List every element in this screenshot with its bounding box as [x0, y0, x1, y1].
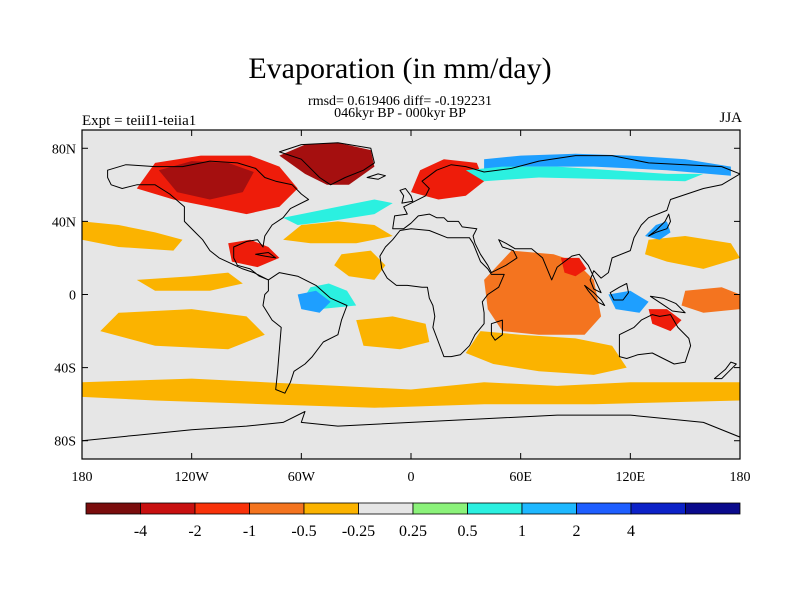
coastline-madagascar — [490, 319, 503, 341]
coastline-south-america — [262, 272, 348, 394]
colorbar-swatch — [249, 502, 305, 515]
coastline-north-america — [107, 160, 310, 281]
colorbar-label: 2 — [573, 523, 581, 540]
region-australia-north-dry — [648, 309, 682, 332]
colorbar-swatch — [194, 502, 250, 515]
colorbar-label: -1 — [243, 523, 256, 540]
region-caribbean-dry — [228, 239, 280, 268]
lon-tick-label: 60W — [288, 470, 316, 485]
coastline-eurasia — [392, 155, 740, 294]
chart-title: Evaporation (in mm/day) — [248, 52, 552, 85]
colorbar-swatch — [467, 502, 523, 515]
period-line: 046kyr BP - 000kyr BP — [334, 106, 466, 121]
region-southern-ocean-dry — [82, 378, 740, 408]
season-label: JJA — [719, 110, 742, 126]
coastline-new-zealand — [713, 361, 737, 380]
colorbar-label: 4 — [627, 523, 635, 540]
colorbar-label: 0.5 — [458, 523, 478, 540]
colorbar-swatch — [303, 502, 359, 515]
region-arctic-ocean-wet — [484, 153, 731, 176]
lat-tick-label: 0 — [69, 289, 76, 304]
coastline-africa — [379, 228, 505, 358]
region-maritime-continent-wet — [608, 290, 649, 313]
coastline-antarctica — [82, 411, 740, 459]
colorbar-swatch — [576, 502, 632, 515]
colorbar-label: 1 — [518, 523, 526, 540]
region-atlantic-central-dry — [334, 250, 386, 280]
region-north-pacific-dry — [82, 221, 183, 251]
coastline-japan — [648, 213, 671, 237]
region-south-indian-dry — [465, 331, 627, 375]
region-tropical-pacific-dry-2 — [681, 287, 740, 313]
coastline-new-guinea — [649, 295, 686, 314]
lon-tick-label: 180 — [730, 470, 751, 485]
region-greenland-drying — [279, 142, 375, 185]
region-arctic-ocean-wet-2 — [465, 166, 704, 182]
colorbar-swatch — [85, 502, 141, 515]
colorbar-swatch — [685, 502, 741, 515]
coastline-australia — [618, 314, 692, 365]
colorbar-swatch — [358, 502, 414, 515]
region-western-pacific-dry — [645, 236, 740, 269]
lat-tick-label: 40S — [54, 362, 76, 377]
region-east-tropical-pacific-dry — [136, 272, 243, 291]
region-amazon-wet — [297, 290, 331, 313]
stats-line: rmsd= 0.619406 diff= -0.192231 — [308, 94, 492, 109]
region-north-atlantic-wet — [283, 199, 393, 225]
lat-tick-label: 40N — [52, 215, 76, 230]
lat-tick-label: 80N — [52, 142, 76, 157]
lon-tick-label: 180 — [72, 470, 93, 485]
colorbar: -4 -2 -1 -0.5 -0.25 0.25 0.5 1 2 4 — [85, 502, 741, 540]
coastline-cuba — [255, 252, 277, 259]
colorbar-label: 0.25 — [399, 523, 427, 540]
colorbar-label: -0.5 — [291, 523, 316, 540]
coastline-iceland — [366, 173, 386, 180]
colorbar-swatch — [630, 502, 686, 515]
coastline-uk — [399, 188, 414, 204]
region-north-atlantic-dry-band — [283, 221, 393, 244]
coastline-greenland — [278, 142, 375, 186]
colorbar-label: -0.25 — [342, 523, 375, 540]
region-south-atlantic-dry — [356, 316, 430, 350]
colorbar-label: -2 — [188, 523, 201, 540]
lon-tick-label: 120W — [175, 470, 210, 485]
lon-tick-label: 120E — [616, 470, 646, 485]
colorbar-swatch — [140, 502, 196, 515]
region-south-pacific-dry — [100, 309, 265, 350]
coastline-sumatra — [584, 284, 606, 306]
lon-tick-label: 0 — [408, 470, 415, 485]
lat-tick-label: 80S — [54, 435, 76, 450]
coastline-borneo — [609, 283, 629, 301]
lon-tick-label: 60E — [509, 470, 532, 485]
experiment-label: Expt = teiiI1-teiia1 — [82, 113, 197, 129]
region-canada-core — [158, 161, 254, 200]
region-bay-of-bengal-dry — [560, 257, 587, 277]
colorbar-swatch — [412, 502, 468, 515]
colorbar-label: -4 — [134, 523, 147, 540]
colorbar-swatch — [521, 502, 577, 515]
